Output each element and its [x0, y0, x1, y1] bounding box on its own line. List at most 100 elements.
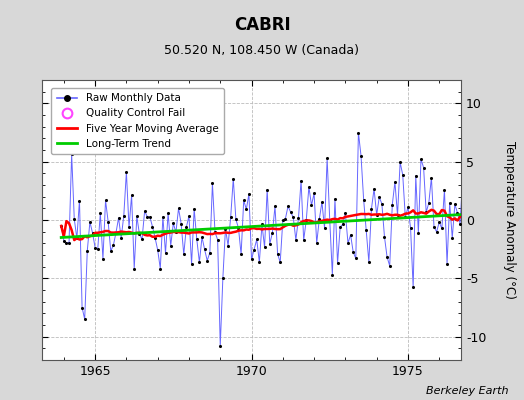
Point	[407, 225, 415, 231]
Point	[138, 236, 146, 242]
Point	[456, 220, 464, 227]
Point	[83, 248, 92, 254]
Point	[65, 239, 73, 246]
Point	[419, 164, 428, 171]
Point	[399, 172, 407, 178]
Point	[339, 221, 347, 228]
Point	[404, 204, 412, 210]
Point	[438, 225, 446, 232]
Point	[148, 224, 157, 230]
Point	[112, 230, 120, 236]
Y-axis label: Temperature Anomaly (°C): Temperature Anomaly (°C)	[503, 141, 516, 299]
Point	[383, 254, 391, 260]
Point	[161, 250, 170, 256]
Point	[89, 230, 97, 236]
Point	[312, 240, 321, 246]
Point	[445, 200, 454, 206]
Point	[174, 205, 183, 212]
Point	[281, 215, 290, 222]
Point	[213, 236, 222, 243]
Point	[177, 220, 185, 227]
Point	[130, 265, 138, 272]
Point	[375, 194, 384, 200]
Point	[453, 210, 462, 216]
Point	[57, 223, 66, 229]
Point	[294, 215, 303, 222]
Point	[409, 284, 417, 290]
Point	[104, 218, 112, 225]
Point	[346, 232, 355, 238]
Point	[91, 244, 100, 251]
Point	[146, 214, 154, 220]
Point	[448, 235, 456, 241]
Point	[200, 246, 209, 252]
Point	[289, 214, 298, 220]
Point	[430, 224, 438, 230]
Point	[373, 212, 381, 218]
Point	[219, 275, 227, 282]
Point	[341, 210, 350, 216]
Point	[185, 213, 193, 219]
Point	[414, 230, 422, 236]
Point	[279, 217, 287, 224]
Point	[323, 155, 331, 162]
Point	[427, 174, 435, 181]
Point	[86, 219, 94, 225]
Text: Berkeley Earth: Berkeley Earth	[426, 386, 508, 396]
Point	[151, 235, 159, 241]
Point	[216, 343, 224, 349]
Point	[109, 242, 117, 248]
Point	[260, 244, 269, 250]
Point	[60, 237, 68, 244]
Point	[119, 212, 128, 219]
Point	[424, 200, 433, 206]
Point	[300, 237, 308, 244]
Point	[365, 259, 373, 265]
Point	[234, 225, 243, 231]
Point	[458, 174, 467, 181]
Point	[247, 256, 256, 262]
Point	[443, 261, 451, 267]
Point	[325, 217, 334, 223]
Point	[417, 156, 425, 162]
Point	[75, 197, 84, 204]
Point	[245, 191, 253, 197]
Point	[367, 206, 376, 212]
Point	[156, 265, 165, 272]
Point	[101, 197, 110, 204]
Point	[276, 259, 285, 266]
Point	[328, 271, 336, 278]
Point	[135, 231, 144, 237]
Point	[117, 235, 125, 241]
Point	[461, 240, 470, 246]
Point	[378, 201, 386, 207]
Point	[164, 210, 172, 216]
Point	[180, 251, 188, 258]
Point	[263, 186, 271, 193]
Point	[362, 227, 370, 234]
Point	[167, 242, 175, 249]
Point	[344, 240, 352, 246]
Point	[73, 235, 81, 242]
Point	[125, 224, 133, 231]
Point	[250, 246, 258, 253]
Point	[226, 214, 235, 220]
Point	[451, 201, 459, 207]
Point	[106, 248, 115, 254]
Point	[258, 221, 266, 228]
Point	[211, 229, 219, 236]
Point	[99, 256, 107, 262]
Point	[159, 214, 167, 220]
Point	[242, 206, 250, 212]
Text: CABRI: CABRI	[234, 16, 290, 34]
Point	[396, 159, 405, 166]
Point	[221, 226, 230, 232]
Point	[422, 209, 430, 216]
Point	[205, 250, 214, 256]
Point	[93, 246, 102, 253]
Point	[380, 234, 389, 240]
Point	[203, 258, 211, 264]
Point	[266, 241, 274, 247]
Point	[229, 176, 237, 182]
Point	[352, 255, 360, 262]
